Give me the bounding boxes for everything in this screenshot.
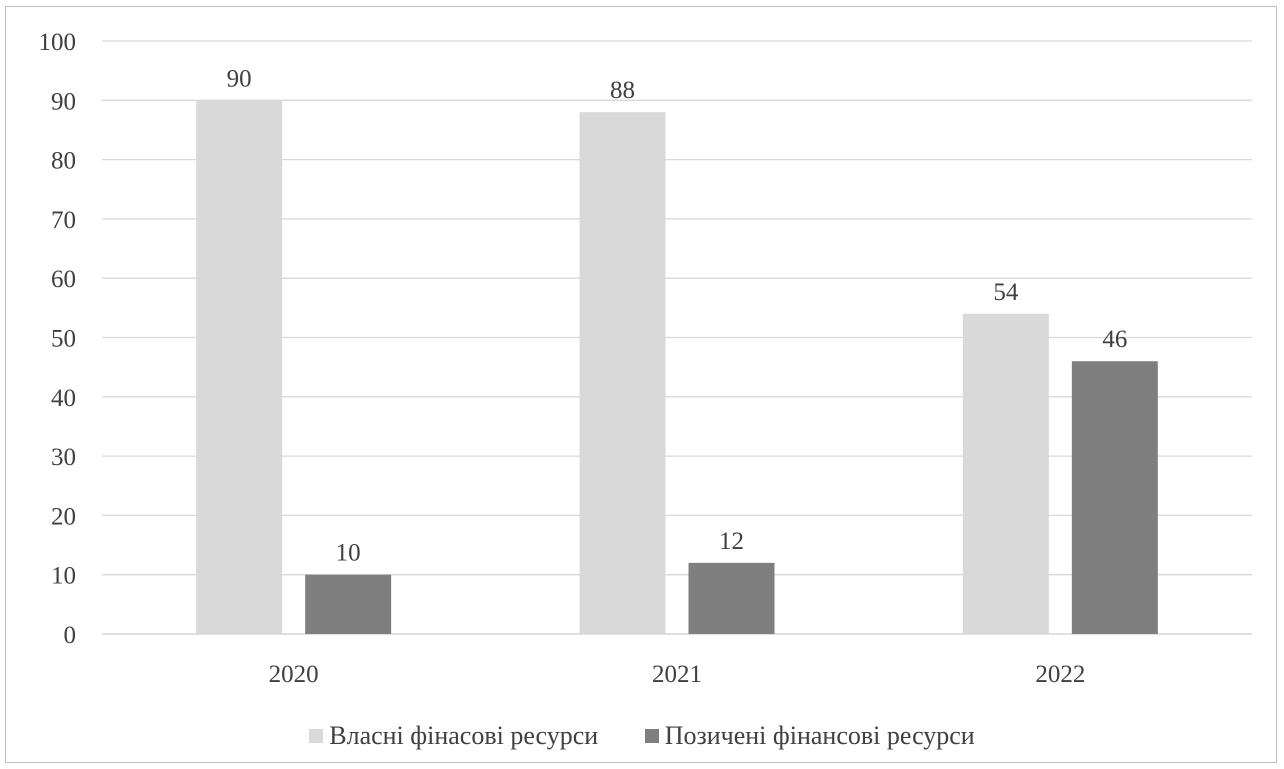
bars	[196, 100, 1158, 635]
data-label-series-1-2020: 90	[227, 65, 252, 92]
legend-item-series-2: Позичені фінансові ресурси	[644, 721, 975, 751]
y-tick-label: 50	[51, 326, 76, 353]
data-label-series-2-2021: 12	[719, 528, 744, 555]
data-label-series-1-2021: 88	[610, 77, 635, 104]
y-tick-label: 100	[39, 29, 77, 56]
data-label-series-2-2022: 46	[1102, 326, 1127, 353]
y-tick-label: 90	[51, 88, 76, 115]
y-tick-label: 10	[51, 563, 76, 590]
bar-series-1-2022	[962, 313, 1049, 634]
y-tick-label: 0	[64, 622, 77, 649]
bar-series-1-2020	[196, 100, 283, 635]
legend-item-series-1: Власні фінасові ресурси	[309, 721, 598, 751]
labels: 0 10 20 30 40 50 60 70 80 90 100 90 10 2020 88 12 2021 54…	[39, 29, 1128, 688]
gridlines	[102, 40, 1252, 635]
legend-swatch-series-2	[644, 729, 659, 743]
y-tick-label: 40	[51, 385, 76, 412]
legend-label-series-2: Позичені фінансові ресурси	[664, 721, 975, 750]
x-category-label: 2021	[652, 661, 702, 688]
data-label-series-2-2020: 10	[336, 540, 361, 567]
bar-series-1-2021	[579, 112, 666, 634]
y-tick-label: 70	[51, 207, 76, 234]
legend-swatch-series-1	[309, 729, 324, 743]
y-tick-label: 80	[51, 148, 76, 175]
y-tick-label: 30	[51, 444, 76, 471]
bar-series-2-2020	[305, 574, 392, 634]
legend-label-series-1: Власні фінасові ресурси	[329, 721, 599, 750]
data-label-series-1-2022: 54	[993, 279, 1019, 306]
legend: Власні фінасові ресурси Позичені фінансо…	[0, 720, 1284, 751]
y-tick-label: 20	[51, 503, 76, 530]
x-category-label: 2020	[269, 661, 319, 688]
y-tick-label: 60	[51, 266, 76, 293]
bar-series-2-2022	[1071, 361, 1158, 634]
bar-series-2-2021	[688, 562, 775, 634]
x-category-label: 2022	[1035, 661, 1085, 688]
